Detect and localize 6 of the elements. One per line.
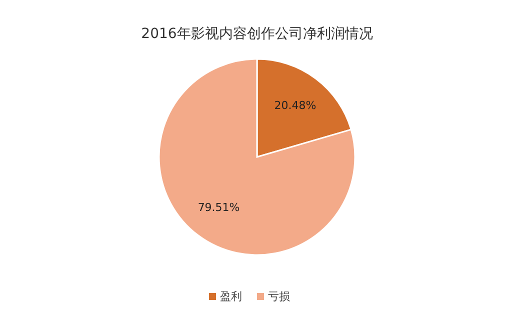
pie-slice bbox=[158, 58, 356, 256]
chart-title: 2016年影视内容创作公司净利润情况 bbox=[141, 26, 373, 42]
data-label: 20.48% bbox=[274, 99, 316, 112]
legend-label: 盈利 bbox=[220, 290, 242, 304]
legend-label: 亏损 bbox=[268, 290, 290, 304]
data-label: 79.51% bbox=[198, 200, 240, 214]
